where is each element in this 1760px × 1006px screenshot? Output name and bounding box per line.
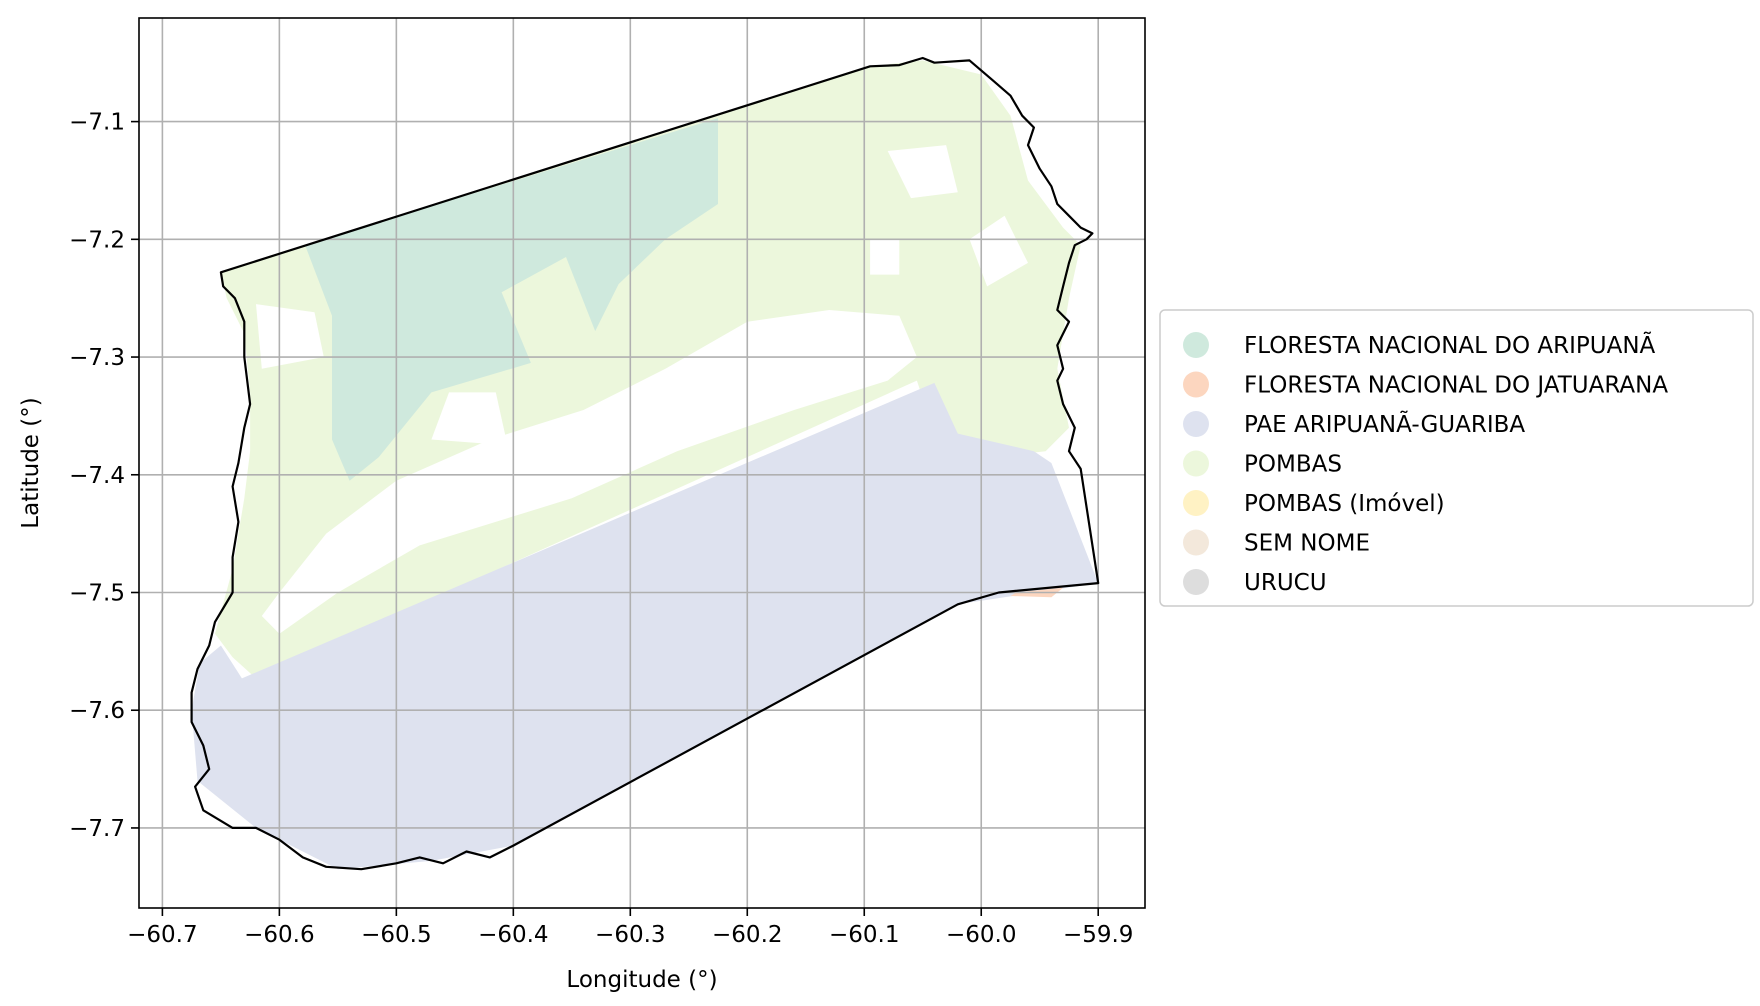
y-tick-label: −7.4 (69, 463, 125, 489)
y-tick-label: −7.5 (69, 580, 125, 606)
x-tick-label: −59.9 (1063, 922, 1133, 948)
legend-swatch (1183, 529, 1209, 556)
y-tick-label: −7.3 (69, 345, 125, 371)
legend-frame (1159, 309, 1754, 607)
legend-swatch (1183, 411, 1209, 437)
unclassified-gap (261, 310, 917, 634)
x-axis-ticks: −60.7 −60.6 −60.5 −60.4 −60.3 −60.2 −60.1 −60.0… (127, 908, 1133, 948)
grid-layer (139, 18, 1145, 908)
legend-entries: FLORESTA NACIONAL DO ARIPUANÃ FLORESTA NA… (1183, 331, 1668, 596)
unclassified-gap (969, 215, 1028, 287)
study-area-boundary (190, 56, 1100, 871)
legend-label: PAE ARIPUANÃ-GUARIBA (1244, 410, 1525, 438)
y-axis-ticks: −7.1 −7.2 −7.3 −7.4 −7.5 −7.6 −7.7 (69, 110, 139, 842)
unclassified-gap (870, 239, 900, 275)
x-tick-label: −60.1 (829, 922, 899, 948)
y-tick-label: −7.7 (69, 816, 125, 842)
boundary-layer (190, 56, 1100, 871)
legend-label: POMBAS (1244, 452, 1342, 478)
legend-label: URUCU (1244, 570, 1327, 596)
x-tick-label: −60.7 (127, 922, 197, 948)
x-tick-label: −60.5 (361, 922, 431, 948)
legend: FLORESTA NACIONAL DO ARIPUANÃ FLORESTA NA… (1159, 309, 1754, 607)
y-tick-label: −7.6 (69, 698, 125, 724)
gaps-layer (256, 145, 1028, 634)
unclassified-gap (431, 392, 508, 446)
y-tick-label: −7.1 (69, 110, 125, 136)
unclassified-gap (887, 145, 958, 199)
legend-label: FLORESTA NACIONAL DO JATUARANA (1244, 373, 1668, 399)
legend-swatch (1183, 569, 1209, 595)
x-axis-label: Longitude (°) (566, 967, 717, 993)
region-floresta-nacional-do-aripuan- (305, 118, 718, 481)
legend-swatch (1183, 450, 1209, 477)
legend-swatch (1183, 490, 1209, 516)
y-tick-label: −7.2 (69, 227, 125, 253)
legend-label: FLORESTA NACIONAL DO ARIPUANÃ (1244, 331, 1656, 359)
unclassified-gap (256, 304, 324, 369)
y-axis-label: Latitude (°) (18, 397, 44, 528)
legend-label: SEM NOME (1244, 531, 1370, 557)
legend-label: POMBAS (Imóvel) (1244, 491, 1445, 517)
plot-frame (138, 17, 1146, 909)
x-tick-label: −60.2 (712, 922, 782, 948)
plot-area (139, 18, 1145, 908)
x-tick-label: −60.4 (478, 922, 548, 948)
region-pae-aripuan-guariba (191, 382, 1099, 870)
x-tick-label: −60.0 (946, 922, 1016, 948)
legend-swatch (1183, 371, 1209, 398)
x-tick-label: −60.6 (244, 922, 314, 948)
x-tick-label: −60.3 (595, 922, 665, 948)
legend-swatch (1183, 332, 1209, 358)
